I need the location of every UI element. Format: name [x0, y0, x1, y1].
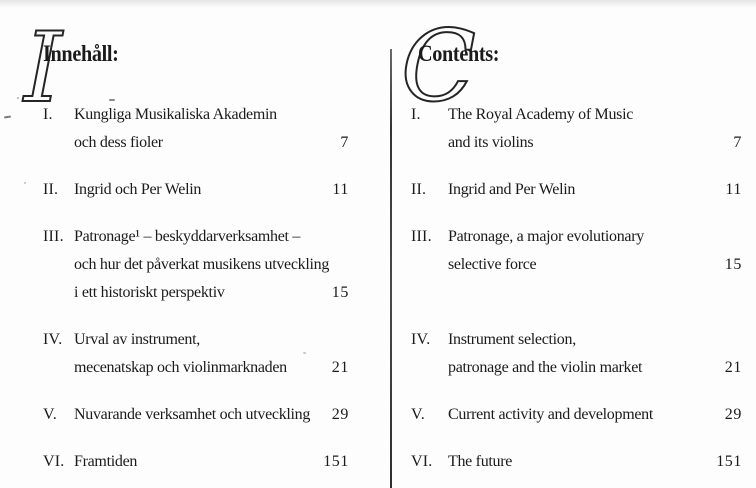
entry-numeral: I. [43, 106, 53, 123]
entry-title-line: och dess fioler 7 [74, 129, 349, 157]
entry-page-number: 29 [724, 406, 742, 423]
toc-column-swedish: I Innehåll: I. Kungliga Musikaliska Akad… [21, 0, 349, 488]
entry-numeral: II. [43, 181, 59, 198]
toc-entry: V. Current activity and development 29 [411, 401, 742, 429]
toc-entry: IV. Instrument selection, patronage and … [411, 326, 742, 382]
entry-title-line: Patronage¹ – beskyddarverksamhet – [74, 228, 301, 245]
entry-page-number: 15 [724, 256, 742, 273]
entry-title-line: The future 151 [448, 448, 742, 476]
entry-title-text: och dess fioler [74, 134, 163, 151]
toc-entry: VI. The future 151 [411, 448, 742, 476]
entry-title-line: Urval av instrument, [74, 331, 200, 348]
dropcap-initial-english: C [400, 9, 477, 125]
entry-title-line: mecenatskap och violinmarknaden 21 [74, 354, 349, 382]
toc-entries-swedish: I. Kungliga Musikaliska Akademin och des… [43, 101, 349, 476]
entry-numeral: V. [43, 406, 57, 423]
entry-page-number: 11 [725, 181, 742, 198]
entry-numeral: IV. [43, 331, 63, 348]
toc-entry: III. Patronage¹ – beskyddarverksamhet – … [43, 223, 349, 307]
entry-title-text: Framtiden [74, 453, 138, 470]
toc-entry: II. Ingrid och Per Welin 11 [43, 176, 349, 204]
entry-page-number: 7 [733, 134, 742, 151]
dropcap-initial-swedish: I [21, 11, 65, 125]
entry-title-text: selective force [448, 256, 537, 273]
dropcap-letter: I [22, 12, 64, 124]
entry-title-line: och hur det påverkat musikens utveckling [74, 256, 330, 273]
ink-speck [24, 182, 26, 184]
entry-page-number: 151 [716, 453, 742, 470]
toc-entry: IV. Urval av instrument, mecenatskap och… [43, 326, 349, 382]
entry-title-line: selective force 15 [448, 251, 742, 279]
entry-title-text: Nuvarande verksamhet och utveckling [74, 406, 311, 423]
entry-title-line: Nuvarande verksamhet och utveckling 29 [74, 401, 349, 429]
entry-title-text: Ingrid and Per Welin [448, 181, 576, 198]
entry-page-number: 29 [331, 406, 349, 423]
entry-numeral: III. [43, 228, 64, 245]
toc-entry: I. The Royal Academy of Music and its vi… [411, 101, 742, 157]
entry-page-number: 21 [331, 359, 349, 376]
column-divider-rule [390, 49, 392, 488]
entry-numeral: V. [411, 406, 425, 423]
entry-page-number: 11 [332, 181, 349, 198]
entry-numeral: VI. [43, 453, 65, 470]
entry-title-line: The Royal Academy of Music [448, 106, 634, 123]
toc-entry: V. Nuvarande verksamhet och utveckling 2… [43, 401, 349, 429]
entry-title-line: Ingrid och Per Welin 11 [74, 176, 349, 204]
entry-title-line: Kungliga Musikaliska Akademin [74, 106, 277, 123]
ink-speck [303, 352, 306, 354]
toc-entry: VI. Framtiden 151 [43, 448, 349, 476]
entry-title-text: and its violins [448, 134, 534, 151]
entry-title-text: Current activity and development [448, 406, 654, 423]
toc-entries-english: I. The Royal Academy of Music and its vi… [411, 101, 742, 476]
page-title-english: Contents: [418, 41, 500, 66]
entry-numeral: II. [411, 181, 427, 198]
ink-speck [17, 97, 19, 99]
entry-numeral: IV. [411, 331, 431, 348]
page-title-swedish: Innehåll: [43, 41, 119, 66]
entry-page-number: 151 [323, 453, 349, 470]
entry-page-number: 21 [724, 359, 742, 376]
toc-entry: I. Kungliga Musikaliska Akademin och des… [43, 101, 349, 157]
entry-title-text: The future [448, 453, 513, 470]
ink-speck [3, 115, 12, 119]
entry-title-line: patronage and the violin market 21 [448, 354, 742, 382]
entry-title-line: Instrument selection, [448, 331, 576, 348]
ink-speck [109, 99, 115, 101]
entry-title-line: Current activity and development 29 [448, 401, 742, 429]
entry-title-line: and its violins 7 [448, 129, 742, 157]
dropcap-letter: C [401, 10, 476, 124]
scan-edge-shadow [0, 0, 756, 9]
entry-page-number: 7 [340, 134, 349, 151]
entry-numeral: I. [411, 106, 421, 123]
entry-title-text: Ingrid och Per Welin [74, 181, 202, 198]
entry-title-line: Framtiden 151 [74, 448, 349, 476]
toc-entry: II. Ingrid and Per Welin 11 [411, 176, 742, 204]
entry-numeral: III. [411, 228, 432, 245]
toc-entry: III. Patronage, a major evolutionary sel… [411, 223, 742, 279]
entry-title-text: i ett historiskt perspektiv [74, 284, 225, 301]
entry-title-line: Patronage, a major evolutionary [448, 228, 644, 245]
entry-title-line: Ingrid and Per Welin 11 [448, 176, 742, 204]
entry-title-text: mecenatskap och violinmarknaden [74, 359, 287, 376]
entry-title-text: patronage and the violin market [448, 359, 643, 376]
entry-numeral: VI. [411, 453, 433, 470]
entry-page-number: 15 [331, 284, 349, 301]
toc-column-english: C Contents: I. The Royal Academy of Musi… [400, 0, 742, 488]
entry-title-line: i ett historiskt perspektiv 15 [74, 279, 349, 307]
